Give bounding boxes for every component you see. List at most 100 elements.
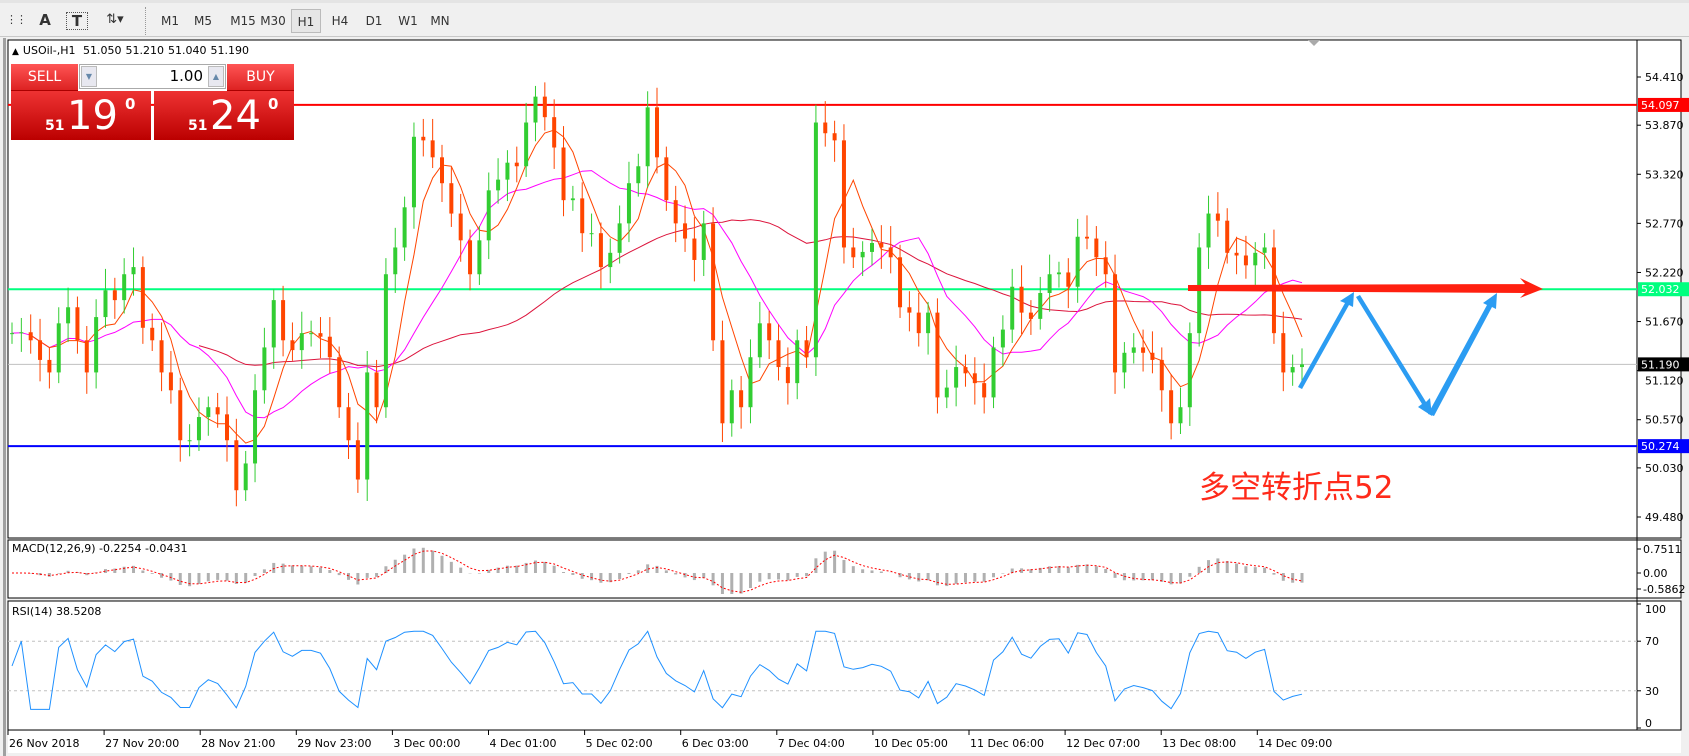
candle-body [1122, 352, 1127, 373]
high-value: 51.210 [125, 44, 164, 57]
lot-size-input[interactable]: ▼ 1.00 ▲ [79, 64, 226, 89]
candle-body [468, 240, 473, 275]
buy-price-button[interactable]: 51 24 0 [154, 91, 294, 140]
candle-body [1113, 274, 1118, 373]
candle-body [767, 323, 772, 341]
time-tick-label: 13 Dec 08:00 [1162, 737, 1236, 750]
candle-body [963, 367, 968, 374]
candle-body [757, 323, 762, 358]
timeframe-m30[interactable]: M30 [260, 14, 286, 28]
candle-body [1150, 352, 1155, 360]
candle-body [1094, 238, 1099, 258]
text-icon[interactable]: A [39, 11, 51, 29]
candle-body [804, 340, 809, 358]
time-tick-label: 14 Dec 09:00 [1258, 737, 1332, 750]
time-tick-label: 11 Dec 06:00 [970, 737, 1044, 750]
buy-price-big: 51 [188, 118, 208, 134]
close-value: 51.190 [210, 44, 249, 57]
timeframe-m5[interactable]: M5 [194, 14, 212, 28]
sell-button[interactable]: SELL [11, 64, 78, 91]
candle-body [1010, 286, 1015, 330]
lot-increase-button[interactable]: ▲ [208, 66, 224, 87]
timeframe-h1[interactable]: H1 [291, 9, 321, 33]
candle-body [103, 290, 108, 318]
period-separator-icon[interactable]: ⋮⋮ [6, 13, 27, 26]
candle-body [533, 96, 538, 123]
candle-body [664, 157, 669, 201]
candle-body [327, 336, 332, 358]
candle-body [1141, 347, 1146, 353]
candle-body [711, 223, 716, 341]
candle-body [430, 140, 435, 158]
candle-body [10, 333, 14, 335]
arrows-icon[interactable]: ⇅▾ [106, 12, 124, 27]
symbol-info: ▲ USOil-,H1 51.050 51.210 51.040 51.190 [12, 44, 253, 57]
candle-body [1159, 359, 1164, 391]
toolbar-separator [145, 7, 148, 35]
candle-body [94, 317, 99, 373]
time-tick-label: 12 Dec 07:00 [1066, 737, 1140, 750]
toolbar: ⋮⋮ A T ⇅▾ M1 M5 M15 M30 H1 H4 D1 W1 MN [0, 0, 1689, 37]
candle-body [374, 372, 379, 408]
candle-body [972, 373, 977, 384]
candle-body [458, 213, 463, 241]
level-price-label: 52.032 [1641, 283, 1680, 296]
time-tick-label: 5 Dec 02:00 [586, 737, 653, 750]
candle-body [150, 327, 155, 341]
candle-body [776, 340, 781, 368]
candle-body [729, 390, 734, 424]
rsi-tick-label: 70 [1645, 635, 1659, 648]
turning-point-annotation: 多空转折点52 [1199, 470, 1394, 506]
candle-body [823, 122, 828, 134]
candle-body [262, 347, 267, 391]
candle-body [66, 307, 71, 324]
price-tick-label: 49.480 [1645, 511, 1684, 524]
candle-body [1281, 333, 1286, 373]
candle-body [683, 223, 688, 239]
price-tick-label: 52.770 [1645, 217, 1684, 230]
lot-decrease-button[interactable]: ▼ [81, 66, 97, 87]
time-tick-label: 29 Nov 23:00 [297, 737, 371, 750]
sell-price-button[interactable]: 51 19 0 [11, 91, 151, 140]
time-axis-bg [8, 731, 1681, 753]
ma-slow-line [198, 219, 1303, 368]
timeframe-m1[interactable]: M1 [161, 14, 179, 28]
low-value: 51.040 [167, 44, 207, 57]
timeframe-m15[interactable]: M15 [230, 14, 256, 28]
text-label-icon[interactable]: T [66, 12, 88, 30]
buy-button[interactable]: BUY [227, 64, 294, 91]
level-price-label: 50.274 [1641, 440, 1680, 453]
candle-body [1262, 247, 1267, 253]
price-tick-label: 50.570 [1645, 414, 1684, 427]
timeframe-mn[interactable]: MN [430, 14, 450, 28]
candle-body [954, 367, 959, 388]
candle-body [225, 414, 229, 441]
candle-body [1225, 220, 1230, 253]
current-price-label: 51.190 [1641, 358, 1680, 371]
level-price-tag [1638, 97, 1689, 112]
timeframe-w1[interactable]: W1 [398, 14, 418, 28]
candle-body [1243, 255, 1248, 266]
candle-body [879, 243, 884, 248]
candle-body [365, 372, 370, 480]
candle-body [1131, 347, 1136, 353]
rsi-line [11, 630, 1303, 710]
timeframe-h4[interactable]: H4 [331, 14, 349, 28]
candle-body [1000, 329, 1005, 348]
rsi-tick-label: 100 [1645, 603, 1666, 616]
timeframe-d1[interactable]: D1 [365, 14, 383, 28]
candle-body [589, 233, 594, 235]
candle-body [888, 247, 893, 258]
candle-body [795, 340, 800, 384]
macd-label: MACD(12,26,9) -0.2254 -0.0431 [12, 542, 188, 555]
candle-body [318, 333, 323, 337]
candle-body [1066, 272, 1071, 287]
macd-tick-label: 0.7511 [1643, 543, 1682, 556]
candle-body [692, 238, 697, 260]
time-tick-label: 7 Dec 04:00 [778, 737, 845, 750]
candle-body [290, 340, 295, 351]
lot-size-value[interactable]: 1.00 [169, 67, 203, 85]
candle-body [542, 96, 547, 118]
candle-body [299, 333, 304, 351]
